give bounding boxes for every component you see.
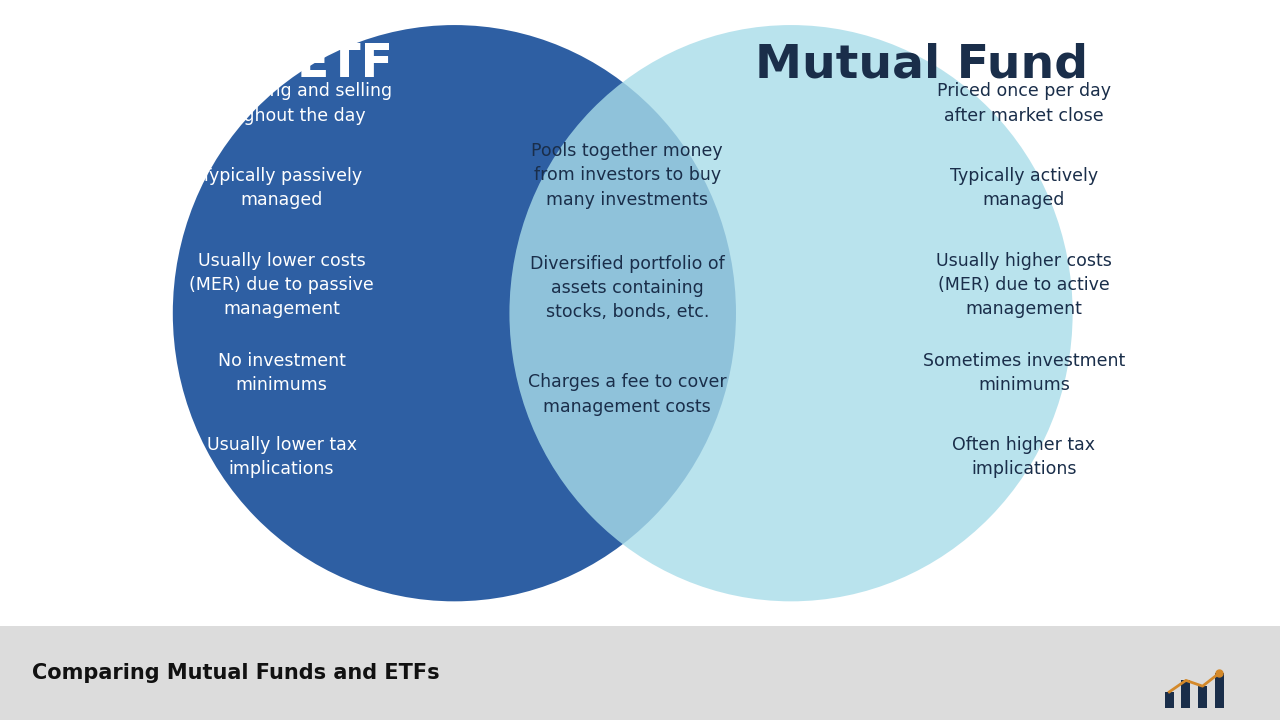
Text: Pools together money
from investors to buy
many investments: Pools together money from investors to b…: [531, 142, 723, 209]
FancyBboxPatch shape: [1215, 673, 1224, 708]
Text: Usually lower costs
(MER) due to passive
management: Usually lower costs (MER) due to passive…: [189, 252, 374, 318]
Text: Comparing Mutual Funds and ETFs: Comparing Mutual Funds and ETFs: [32, 663, 439, 683]
Text: Mutual Fund: Mutual Fund: [755, 42, 1088, 87]
FancyBboxPatch shape: [1165, 692, 1174, 708]
Text: Diversified portfolio of
assets containing
stocks, bonds, etc.: Diversified portfolio of assets containi…: [530, 255, 724, 321]
Text: Charges a fee to cover
management costs: Charges a fee to cover management costs: [527, 374, 727, 415]
Text: Allows buying and selling
throughout the day: Allows buying and selling throughout the…: [172, 82, 392, 125]
FancyBboxPatch shape: [0, 626, 1280, 720]
Text: Typically passively
managed: Typically passively managed: [201, 167, 362, 209]
Text: Priced once per day
after market close: Priced once per day after market close: [937, 82, 1111, 125]
Text: Usually lower tax
implications: Usually lower tax implications: [206, 436, 357, 478]
Text: Typically actively
managed: Typically actively managed: [950, 167, 1098, 209]
FancyBboxPatch shape: [1181, 680, 1190, 708]
Ellipse shape: [509, 25, 1073, 601]
Text: Usually higher costs
(MER) due to active
management: Usually higher costs (MER) due to active…: [936, 252, 1112, 318]
Text: No investment
minimums: No investment minimums: [218, 351, 346, 394]
Ellipse shape: [173, 25, 736, 601]
FancyBboxPatch shape: [1198, 686, 1207, 708]
Text: Sometimes investment
minimums: Sometimes investment minimums: [923, 351, 1125, 394]
Text: Often higher tax
implications: Often higher tax implications: [952, 436, 1096, 478]
Text: ETF: ETF: [297, 42, 394, 87]
